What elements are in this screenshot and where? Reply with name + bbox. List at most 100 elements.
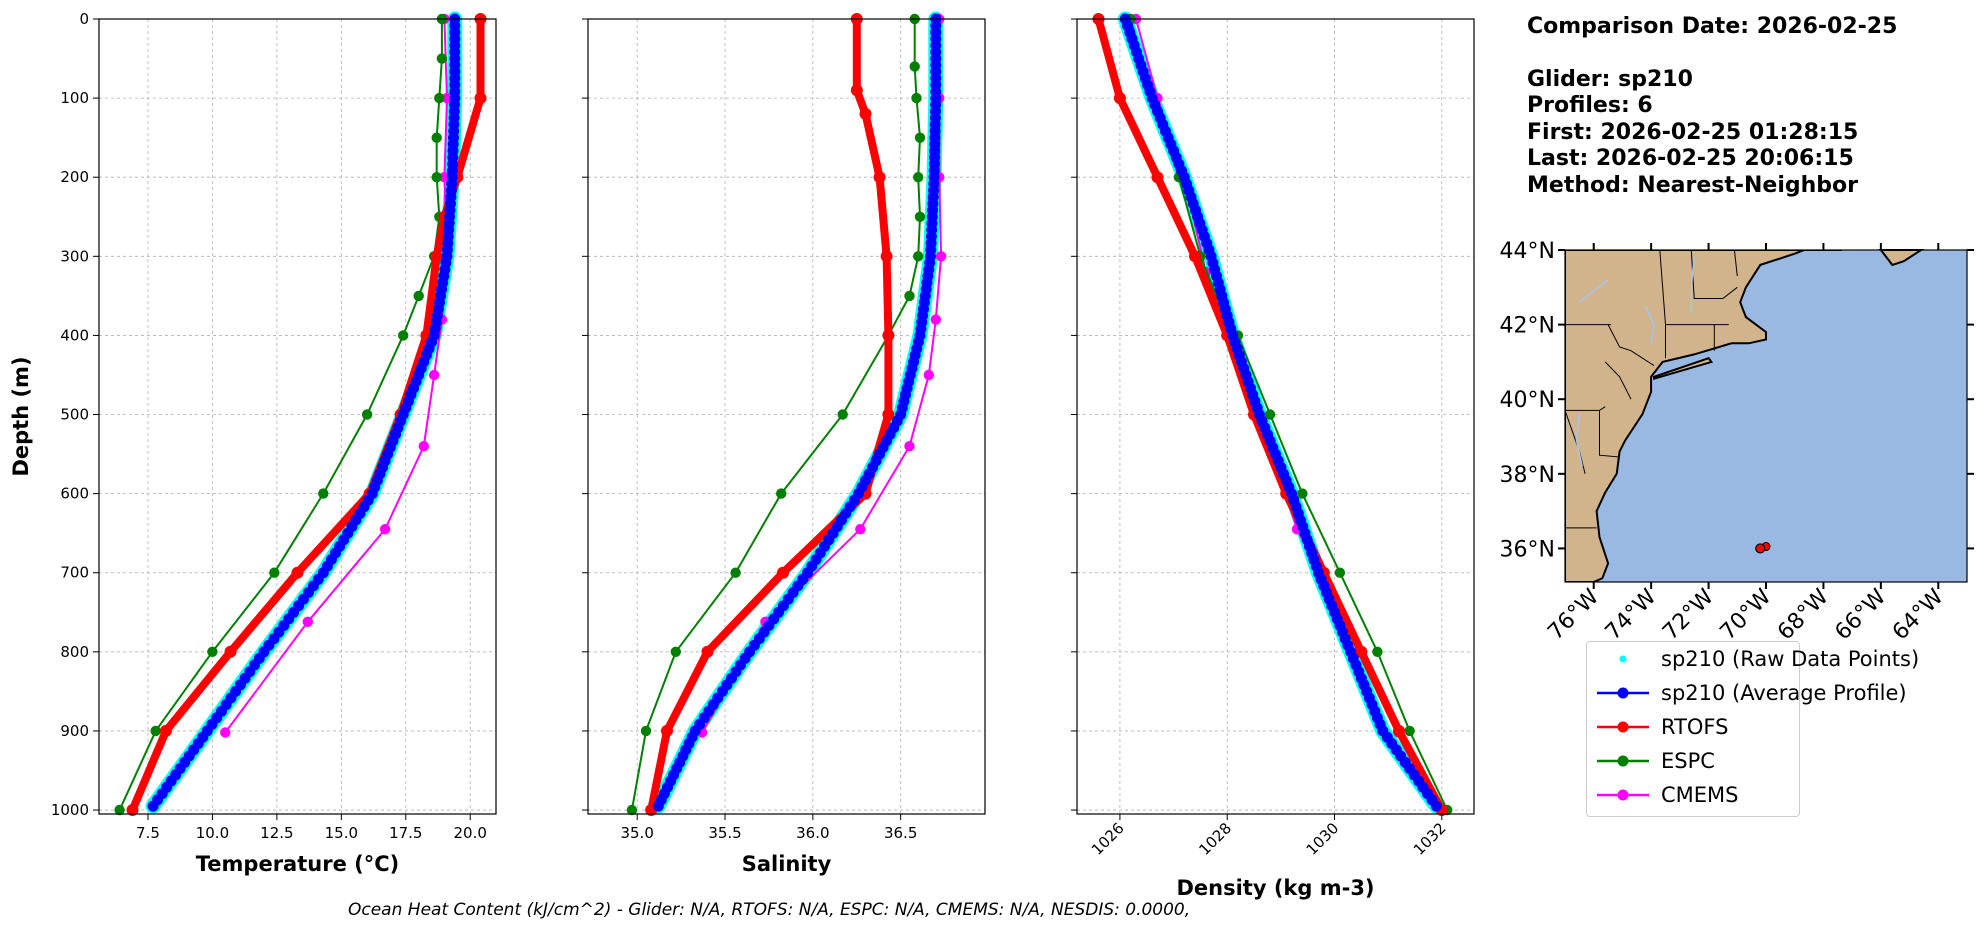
legend-item-espc: ESPC <box>1595 747 1715 775</box>
map-border-11 <box>1604 361 1632 400</box>
point-temperature-espc-7 <box>413 290 424 302</box>
point-salinity-rtofs-10 <box>661 724 673 737</box>
glider-name: Glider: sp210 <box>1527 66 1693 92</box>
ytick-label-10: 1000 <box>51 801 89 819</box>
ytick-label-7: 700 <box>60 564 89 582</box>
point-salinity-rtofs-3 <box>873 171 886 184</box>
legend-swatch-cmems <box>1597 789 1649 801</box>
point-density-rtofs-3 <box>1189 250 1201 263</box>
point-salinity-rtofs-1 <box>850 84 863 97</box>
series-temperature-sp210-average-profile- <box>147 13 461 812</box>
axes-frame-density <box>1076 18 1475 815</box>
point-temperature-espc-14 <box>114 804 125 816</box>
point-temperature-espc-12 <box>207 646 218 657</box>
xlabel-temperature: Temperature (°C) <box>196 852 399 876</box>
series-salinity-sp210-average-profile- <box>652 13 942 812</box>
point-salinity-espc-3 <box>914 132 926 143</box>
series-line-density-cmems <box>1135 18 1400 733</box>
ytick-label-2: 200 <box>60 168 89 186</box>
map-river-3 <box>1575 414 1583 467</box>
point-density-espc-10 <box>1404 725 1415 737</box>
legend: sp210 (Raw Data Points) sp210 (Average P… <box>1586 641 1919 817</box>
point-salinity-espc-5 <box>914 211 926 222</box>
map-lon-label-2: 72°W <box>1658 584 1719 645</box>
point-temperature-cmems-2 <box>439 172 450 183</box>
point-temperature-espc-3 <box>431 132 442 143</box>
ytick-label-3: 300 <box>60 247 89 265</box>
ocean-heat-content-note: Ocean Heat Content (kJ/cm^2) - Glider: N… <box>348 900 1191 920</box>
xtick-label-salinity-2: 36.0 <box>796 824 829 842</box>
map-lon-label-3: 70°W <box>1716 584 1777 645</box>
xtick-label-salinity-3: 36.5 <box>884 824 917 842</box>
ylabel-depth: Depth (m) <box>9 356 33 476</box>
map-lon-label-1: 74°W <box>1601 584 1662 645</box>
series-salinity-rtofs <box>645 13 895 816</box>
map-lat-label-0: 44°N <box>1500 239 1555 264</box>
series-line-temperature-cmems <box>224 18 448 734</box>
point-salinity-espc-11 <box>730 567 741 578</box>
comparison-date: Comparison Date: 2026-02-25 <box>1527 14 1898 39</box>
point-temperature-espc-11 <box>269 567 280 578</box>
xtick-label-density-1: 1028 <box>1195 819 1235 859</box>
xtick-label-temperature-3: 15.0 <box>325 824 358 842</box>
legend-swatch-raw <box>1619 655 1627 663</box>
legend-label-cmems: CMEMS <box>1661 783 1739 807</box>
point-salinity-espc-12 <box>670 646 681 657</box>
map-border-5 <box>1733 250 1738 277</box>
xtick-label-temperature-0: 7.5 <box>136 824 160 842</box>
xtick-label-salinity-0: 35.0 <box>620 824 653 842</box>
map-river-2 <box>1690 257 1695 314</box>
point-density-espc-9 <box>1372 646 1383 657</box>
legend-swatch-espc <box>1597 755 1649 767</box>
point-temperature-cmems-7 <box>379 524 391 535</box>
map-lat-label-1: 42°N <box>1500 314 1555 339</box>
method: Method: Nearest-Neighbor <box>1527 172 1858 198</box>
map-lon-label-6: 64°W <box>1888 584 1949 645</box>
xtick-label-temperature-4: 17.5 <box>389 824 422 842</box>
point-density-rtofs-8 <box>1355 645 1368 658</box>
xtick-label-temperature-1: 10.0 <box>196 824 229 842</box>
point-salinity-espc-13 <box>640 725 652 737</box>
point-salinity-rtofs-4 <box>880 250 893 263</box>
last-time: Last: 2026-02-25 20:06:15 <box>1527 146 1854 171</box>
map-lon-label-5: 66°W <box>1830 584 1891 645</box>
point-temperature-cmems-8 <box>302 616 313 627</box>
point-density-sp210-average-profile--120 <box>1430 800 1442 812</box>
ytick-label-9: 900 <box>60 722 89 740</box>
point-density-espc-8 <box>1334 567 1346 578</box>
raw-data-points-salinity <box>650 11 944 814</box>
point-salinity-cmems-3 <box>935 251 947 262</box>
point-temperature-rtofs-8 <box>291 566 304 579</box>
point-salinity-espc-1 <box>909 61 920 72</box>
point-temperature-cmems-5 <box>428 369 440 381</box>
point-salinity-espc-14 <box>626 804 638 816</box>
legend-item-raw: sp210 (Raw Data Points) <box>1595 645 1919 673</box>
point-temperature-espc-9 <box>361 409 373 420</box>
point-temperature-rtofs-9 <box>224 645 237 658</box>
point-temperature-espc-8 <box>398 330 409 341</box>
map-lon-label-4: 68°W <box>1773 584 1834 645</box>
point-temperature-espc-1 <box>436 53 448 64</box>
map-river-1 <box>1644 305 1655 344</box>
map-lat-label-4: 36°N <box>1500 537 1555 562</box>
xlabel-salinity: Salinity <box>742 852 832 876</box>
point-temperature-cmems-1 <box>441 92 453 104</box>
map-land <box>1565 250 1842 582</box>
point-salinity-rtofs-9 <box>701 645 714 658</box>
map-border-7 <box>1599 410 1620 458</box>
first-time: First: 2026-02-25 01:28:15 <box>1527 119 1859 145</box>
legend-swatch-rtofs <box>1597 721 1649 733</box>
point-salinity-espc-10 <box>776 488 787 499</box>
point-salinity-sp210-average-profile--120 <box>652 800 664 812</box>
legend-label-rtofs: RTOFS <box>1661 715 1729 739</box>
legend-item-average: sp210 (Average Profile) <box>1595 679 1907 707</box>
series-density-cmems <box>1130 13 1405 738</box>
point-density-rtofs-9 <box>1392 724 1405 737</box>
point-salinity-cmems-4 <box>930 314 941 325</box>
xtick-label-density-3: 1032 <box>1410 819 1450 859</box>
xtick-label-salinity-1: 35.5 <box>708 824 741 842</box>
point-salinity-rtofs-6 <box>882 408 895 421</box>
point-salinity-espc-2 <box>911 92 922 104</box>
point-density-rtofs-1 <box>1113 92 1126 105</box>
legend-label-average: sp210 (Average Profile) <box>1661 681 1907 705</box>
